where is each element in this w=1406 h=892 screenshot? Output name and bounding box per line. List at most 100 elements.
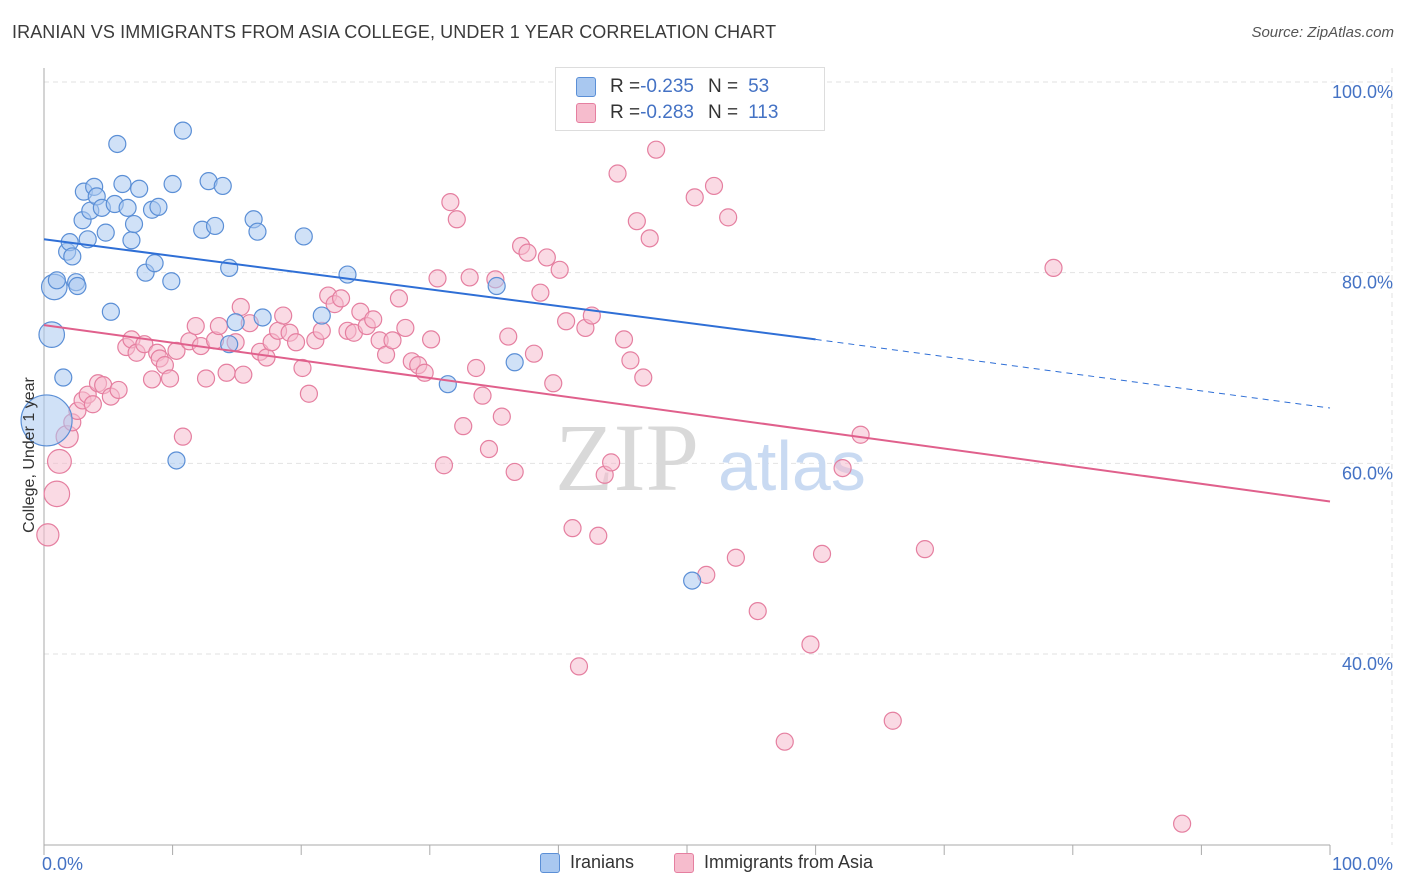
iranians-point	[20, 394, 73, 447]
asia-point	[383, 331, 402, 350]
iranians-point	[113, 174, 132, 194]
asia-point	[83, 395, 102, 414]
legend-label-iranians: Iranians	[570, 852, 635, 872]
asia-point	[748, 601, 767, 621]
asia-point	[801, 635, 820, 654]
r-label: R =	[610, 76, 641, 97]
grid-lines	[44, 68, 1393, 845]
asia-point	[1173, 814, 1192, 833]
asia-point	[550, 260, 569, 279]
asia-point	[719, 208, 738, 227]
asia-point	[257, 348, 276, 367]
asia-point	[473, 386, 492, 405]
iranians-point	[205, 216, 225, 236]
iranians-point	[167, 451, 186, 470]
iranians-point	[683, 571, 702, 590]
iranians-trend-extension	[815, 338, 1331, 409]
asia-point	[109, 380, 128, 400]
iranians-point	[108, 134, 127, 154]
asia-point	[531, 283, 550, 302]
series-iranians-points	[20, 72, 801, 590]
iranians-point	[173, 121, 192, 140]
iranians-trend-line	[43, 238, 816, 341]
asia-point	[293, 358, 312, 378]
asia-point	[812, 544, 832, 564]
asia-point	[286, 333, 306, 352]
asia-point	[460, 268, 479, 287]
asia-point	[499, 327, 518, 346]
legend-item-iranians: Iranians	[540, 852, 634, 873]
asia-point	[331, 289, 351, 308]
n-value: 53	[748, 76, 770, 97]
x-tick-label: 0.0%	[42, 854, 83, 874]
asia-point	[608, 164, 627, 183]
asia-point	[466, 358, 486, 378]
iranians-point	[54, 368, 73, 387]
asia-point	[196, 369, 216, 388]
asia-point	[441, 193, 460, 212]
iranians-point	[220, 335, 239, 354]
source-label: Source: ZipAtlas.com	[1251, 24, 1394, 41]
asia-point	[518, 243, 537, 262]
iranians-point	[124, 214, 144, 234]
asia-point	[915, 540, 935, 559]
asia-point	[492, 407, 511, 426]
iranians-point	[149, 197, 168, 216]
iranians-point	[248, 222, 267, 241]
watermark-zip: ZIP	[555, 404, 699, 511]
iranians-point	[38, 321, 66, 348]
iranians-point	[294, 227, 313, 246]
iranians-point	[130, 179, 149, 198]
asia-point	[505, 462, 524, 482]
asia-point	[647, 140, 666, 159]
iranians-point	[122, 231, 141, 250]
y-tick-label: 80.0%	[1342, 273, 1393, 293]
asia-point	[160, 369, 180, 388]
stats-legend-row-iranians: R = -0.235 N = 53	[576, 74, 769, 100]
r-value: -0.283	[640, 102, 694, 123]
asia-point	[851, 425, 870, 444]
iranians-point	[487, 276, 506, 296]
iranians-point	[312, 306, 331, 325]
trend-lines	[43, 238, 1331, 503]
asia-point	[209, 316, 228, 336]
asia-point	[447, 210, 466, 229]
asia-point	[312, 321, 331, 340]
asia-point	[621, 351, 640, 370]
asia-point	[537, 248, 556, 267]
n-label: N =	[707, 76, 739, 97]
iranians-point	[96, 223, 115, 242]
asia-point	[833, 459, 852, 478]
asia-point	[454, 417, 473, 436]
asia-swatch	[576, 103, 596, 123]
iranians-point	[47, 271, 66, 290]
chart-title: IRANIAN VS IMMIGRANTS FROM ASIA COLLEGE,…	[12, 22, 777, 42]
asia-point	[883, 711, 902, 730]
asia-point	[217, 363, 236, 382]
asia-point	[46, 448, 72, 474]
asia-point	[142, 370, 162, 389]
asia-point	[479, 439, 499, 459]
iranians-point	[253, 308, 272, 327]
asia-point	[704, 176, 724, 196]
asia-point	[186, 316, 205, 336]
asia-point	[640, 229, 659, 248]
iranians-point	[68, 276, 87, 296]
y-tick-label: 60.0%	[1342, 463, 1393, 483]
iranians-point	[118, 198, 137, 217]
r-value: -0.235	[640, 76, 694, 97]
asia-point	[685, 188, 704, 207]
asia-point	[389, 289, 409, 308]
iranians-point	[162, 272, 181, 291]
iranians-point	[63, 247, 82, 266]
asia-point	[234, 365, 253, 384]
iranians-legend-swatch	[540, 852, 560, 873]
asia-point	[231, 297, 250, 317]
iranians-point	[505, 353, 524, 372]
asia-point	[569, 657, 589, 676]
asia-point	[775, 732, 794, 751]
asia-point	[36, 523, 60, 547]
asia-point	[544, 374, 563, 393]
asia-point	[43, 480, 71, 508]
